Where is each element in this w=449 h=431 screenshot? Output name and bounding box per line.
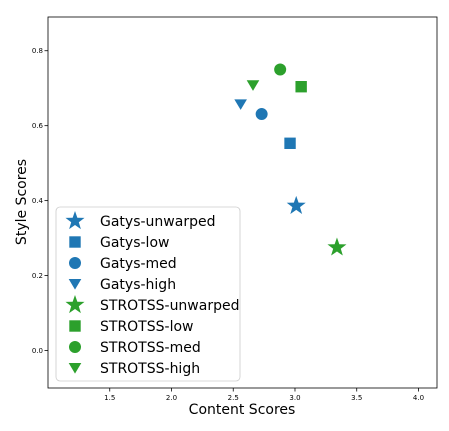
legend-item: Gatys-high: [68, 277, 176, 293]
legend-marker: [65, 295, 85, 314]
y-tick-label: 0.4: [32, 197, 44, 205]
legend-item: Gatys-unwarped: [65, 211, 215, 230]
legend-label: Gatys-low: [100, 235, 169, 251]
data-point: [286, 195, 306, 214]
data-point: [295, 81, 307, 93]
legend: Gatys-unwarped Gatys-low Gatys-med Gatys-hi…: [55, 206, 241, 382]
data-point: [274, 63, 287, 76]
legend-marker: [69, 257, 81, 269]
legend-label: STROTSS-low: [100, 319, 193, 335]
data-point: [234, 99, 247, 110]
legend-label: STROTSS-unwarped: [100, 298, 239, 314]
legend-item: STROTSS-high: [68, 361, 200, 377]
legend-label: STROTSS-med: [100, 340, 201, 356]
y-tick-label: 0.6: [32, 122, 44, 130]
legend-label: Gatys-med: [100, 256, 177, 272]
legend-marker: [65, 211, 85, 230]
legend-label: Gatys-high: [100, 277, 176, 293]
legend-item: Gatys-med: [69, 256, 177, 272]
y-axis-ticks: 0.0 0.2 0.4 0.6 0.8: [32, 47, 48, 355]
y-tick-label: 0.8: [32, 47, 43, 55]
x-tick-label: 2.0: [166, 394, 177, 402]
y-tick-label: 0.2: [32, 272, 43, 280]
x-tick-label: 3.5: [351, 394, 362, 402]
y-axis-label: Style Scores: [14, 159, 30, 245]
legend-item: STROTSS-unwarped: [65, 295, 239, 314]
x-axis-ticks: 1.5 2.0 2.5 3.0 3.5 4.0: [104, 388, 424, 402]
x-axis-label: Content Scores: [189, 402, 296, 418]
legend-item: Gatys-low: [69, 235, 169, 251]
legend-marker: [68, 363, 82, 374]
x-tick-label: 1.5: [104, 394, 115, 402]
legend-box: [55, 206, 241, 382]
legend-item: STROTSS-low: [69, 319, 193, 335]
legend-label: STROTSS-high: [100, 361, 200, 377]
x-tick-label: 4.0: [413, 394, 424, 402]
legend-label: Gatys-unwarped: [100, 214, 215, 230]
x-tick-label: 3.0: [289, 394, 300, 402]
x-tick-label: 2.5: [228, 394, 239, 402]
legend-marker: [69, 341, 81, 353]
legend-marker: [69, 236, 81, 248]
data-point: [284, 137, 296, 149]
data-point: [255, 108, 268, 121]
y-tick-label: 0.0: [32, 347, 43, 355]
legend-item: STROTSS-med: [69, 340, 201, 356]
legend-marker: [68, 279, 82, 290]
data-point: [327, 237, 347, 256]
data-points: [234, 63, 347, 256]
data-point: [246, 80, 260, 91]
legend-marker: [69, 320, 81, 332]
